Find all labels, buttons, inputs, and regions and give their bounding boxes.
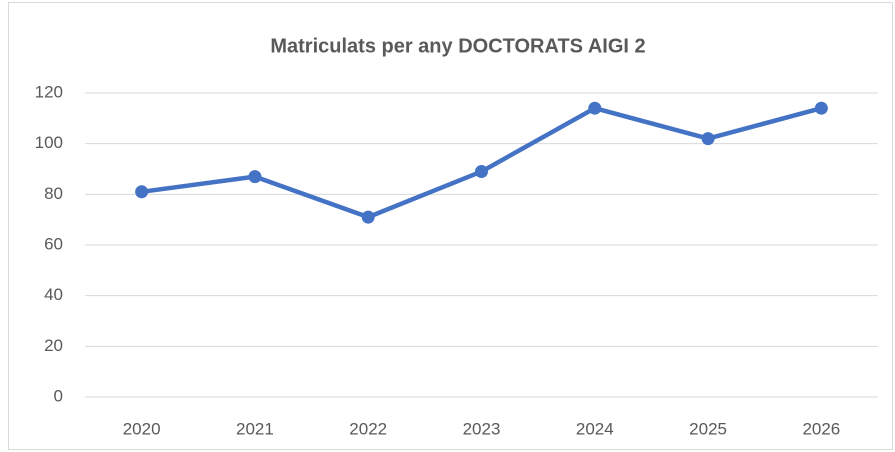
- y-tick-label: 20: [44, 336, 63, 355]
- marker: [361, 210, 375, 224]
- marker: [588, 101, 602, 115]
- x-tick-label: 2020: [123, 419, 161, 438]
- y-tick-label: 0: [54, 386, 63, 405]
- marker: [135, 185, 149, 199]
- x-tick-label: 2023: [463, 419, 501, 438]
- y-tick-label: 80: [44, 184, 63, 203]
- marker: [701, 132, 715, 146]
- marker: [814, 101, 828, 115]
- x-tick-label: 2024: [576, 419, 614, 438]
- y-tick-label: 40: [44, 285, 63, 304]
- marker: [248, 170, 262, 184]
- x-tick-label: 2021: [236, 419, 274, 438]
- y-tick-label: 100: [35, 133, 63, 152]
- chart-title: Matriculats per any DOCTORATS AIGI 2: [270, 35, 645, 57]
- x-tick-label: 2022: [349, 419, 387, 438]
- y-tick-label: 120: [35, 82, 63, 101]
- marker: [475, 165, 488, 179]
- y-tick-label: 60: [44, 234, 63, 253]
- chart-border: [8, 2, 893, 450]
- x-tick-label: 2025: [689, 419, 727, 438]
- x-tick-label: 2026: [802, 419, 840, 438]
